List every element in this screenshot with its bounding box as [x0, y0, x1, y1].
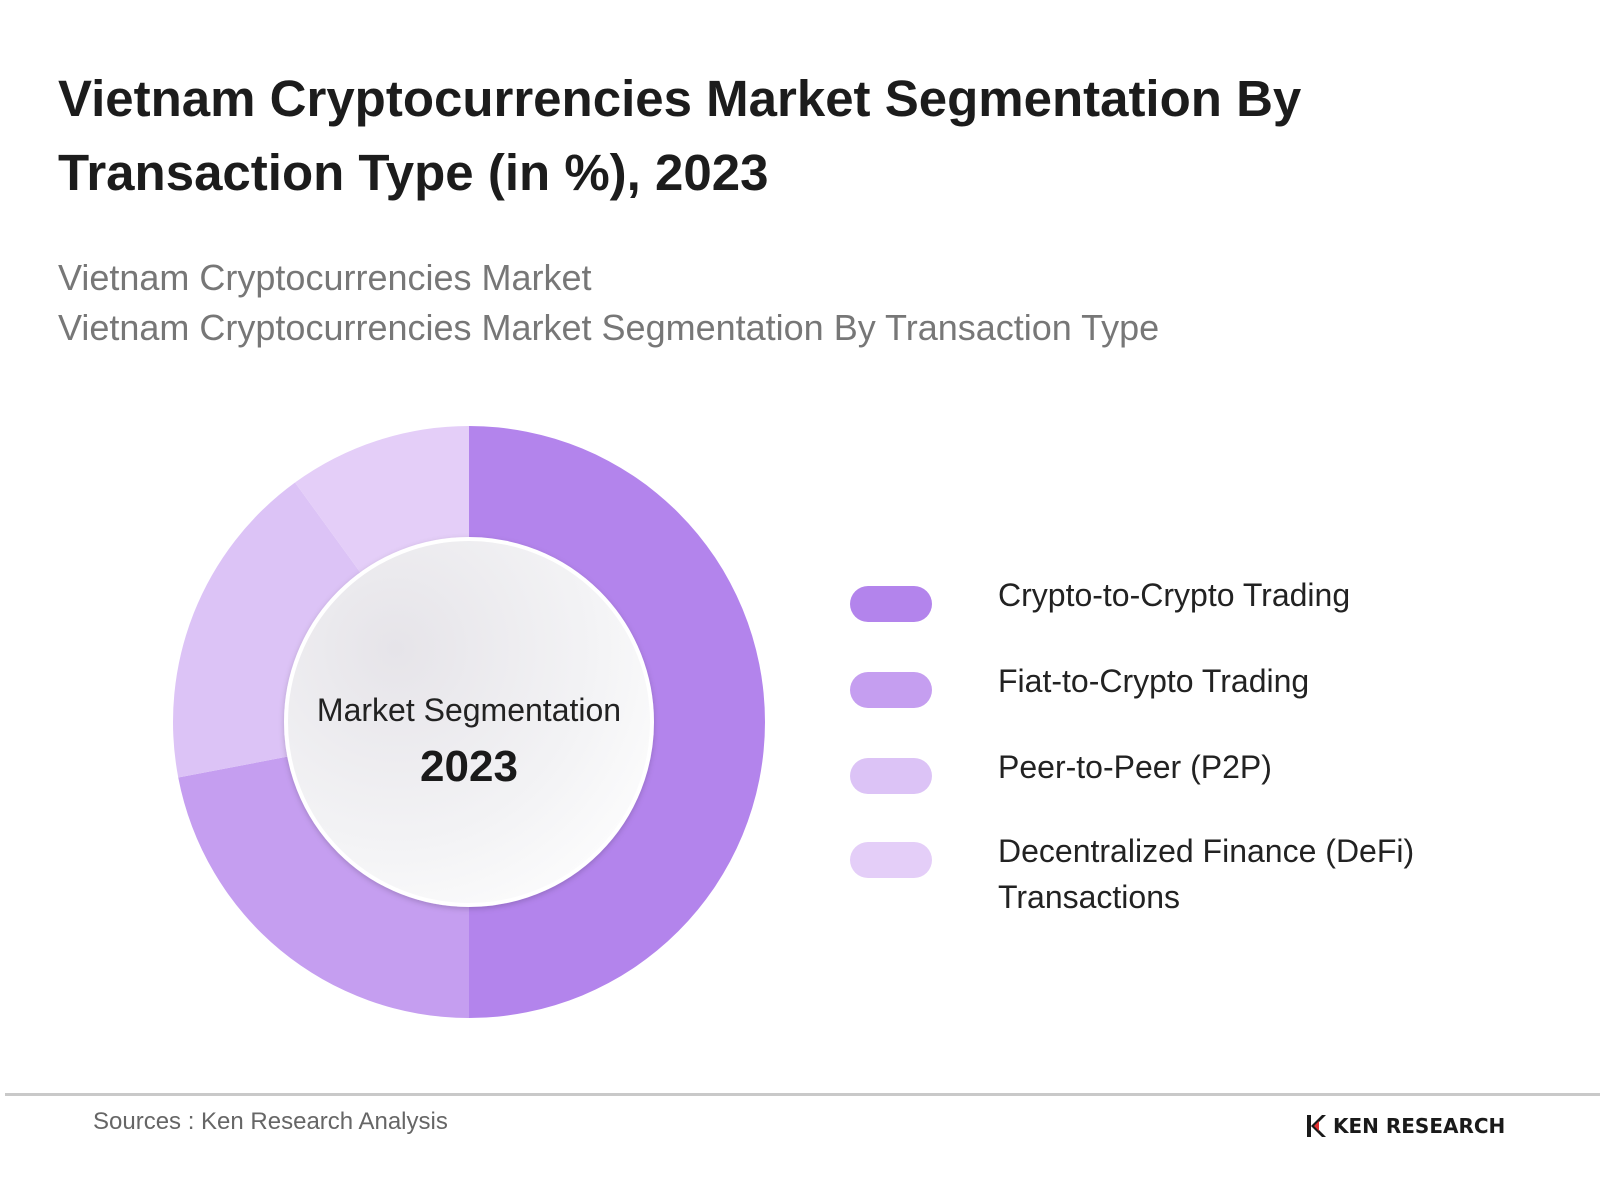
donut-slices: [173, 426, 765, 1018]
legend-swatch: [850, 842, 932, 878]
donut-center-disc: [284, 537, 654, 907]
donut-slice-3: [173, 482, 362, 778]
legend-label: Crypto-to-Crypto Trading: [998, 577, 1351, 613]
chart-title: Vietnam Cryptocurrencies Market Segmenta…: [58, 70, 1302, 201]
donut-chart: Market Segmentation 2023: [173, 426, 765, 1018]
donut-center-label: Market Segmentation: [317, 692, 621, 728]
source-note: Sources : Ken Research Analysis: [93, 1108, 448, 1135]
subtitle-line-market: Vietnam Cryptocurrencies Market: [58, 257, 592, 298]
legend-swatch: [850, 672, 932, 708]
donut-center-year: 2023: [420, 742, 518, 791]
chart-subtitle: Vietnam Cryptocurrencies Market Vietnam …: [58, 253, 1458, 353]
legend-label: Peer-to-Peer (P2P): [998, 749, 1272, 785]
ken-research-k-logo-icon: [1307, 1115, 1326, 1137]
donut-slice-2: [178, 756, 469, 1018]
legend-swatch: [850, 758, 932, 794]
logo-text: KEN RESEARCH: [1333, 1114, 1506, 1138]
ken-research-logo: KEN RESEARCH: [1305, 1113, 1505, 1139]
donut-slice-4: [295, 426, 469, 574]
legend-label: Decentralized Finance (DeFi) Transaction…: [998, 833, 1415, 915]
footer-divider: [5, 1093, 1600, 1096]
donut-slice-1: [469, 426, 765, 1018]
legend-label: Fiat-to-Crypto Trading: [998, 663, 1310, 699]
legend-swatch: [850, 586, 932, 622]
subtitle-line-segmentation: Vietnam Cryptocurrencies Market Segmenta…: [58, 307, 1160, 348]
